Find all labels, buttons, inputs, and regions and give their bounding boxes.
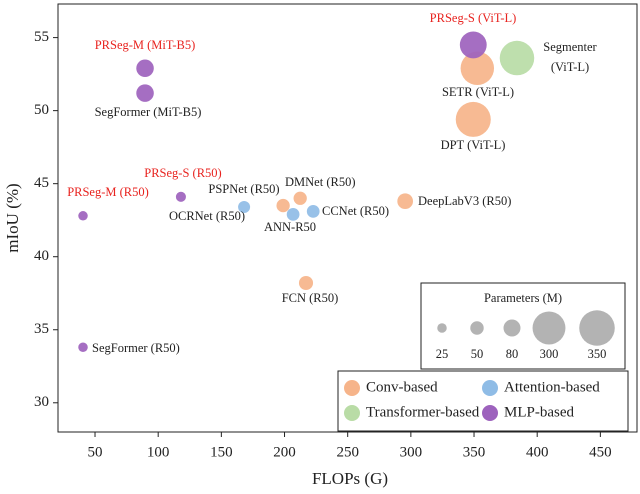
bubble: [499, 40, 535, 76]
x-tick-label: 300: [400, 444, 423, 460]
y-tick-label: 55: [34, 29, 49, 45]
x-tick-label: 400: [526, 444, 549, 460]
point-label: FCN (R50): [282, 291, 339, 305]
x-tick-label: 250: [336, 444, 359, 460]
size-legend-marker: [503, 319, 521, 337]
bubble: [397, 193, 414, 210]
legend-marker: [344, 405, 360, 421]
size-legend-box: [420, 282, 626, 370]
point-label: PSPNet (R50): [208, 182, 279, 196]
size-legend-label: 300: [540, 347, 559, 361]
legend-label: Attention-based: [504, 379, 600, 395]
bubble: [293, 191, 307, 205]
bubble: [459, 31, 487, 59]
size-legend-marker: [437, 323, 447, 333]
bubble: [306, 205, 320, 218]
bubble: [136, 84, 154, 102]
point-label: DPT (ViT-L): [441, 138, 506, 152]
point-label: PRSeg-M (MiT-B5): [95, 38, 196, 52]
x-tick-label: 350: [463, 444, 486, 460]
size-legend-label: 25: [436, 347, 449, 361]
point-label: ANN-R50: [264, 220, 316, 234]
bubble: [78, 211, 88, 221]
point-label: DeepLabV3 (R50): [418, 194, 511, 208]
x-tick-label: 450: [589, 444, 612, 460]
point-label: CCNet (R50): [322, 204, 389, 218]
bubble: [78, 342, 88, 353]
point-label: SegFormer (MiT-B5): [95, 105, 202, 119]
point-label: SegFormer (R50): [92, 341, 180, 355]
size-legend-marker: [579, 310, 615, 346]
y-tick-label: 40: [34, 248, 49, 264]
point-label: SETR (ViT-L): [442, 85, 514, 99]
x-axis-label: FLOPs (G): [312, 469, 388, 488]
y-tick-label: 45: [34, 175, 49, 191]
bubble: [286, 207, 300, 221]
size-legend-marker: [532, 311, 566, 345]
legend-marker: [482, 380, 498, 396]
bubble: [276, 198, 290, 213]
y-tick-label: 35: [34, 321, 49, 337]
point-label: PRSeg-M (R50): [67, 185, 149, 199]
size-legend-label: 80: [506, 347, 519, 361]
point-label: Segmenter: [543, 40, 597, 54]
bubble: [238, 201, 251, 214]
size-legend-marker: [470, 321, 484, 335]
x-tick-label: 100: [147, 444, 170, 460]
size-legend-label: 50: [471, 347, 484, 361]
bubble: [455, 101, 491, 137]
size-legend-title: Parameters (M): [484, 291, 562, 305]
legend-marker: [482, 405, 498, 421]
x-tick-label: 150: [210, 444, 233, 460]
bubble: [460, 51, 495, 85]
legend-label: Conv-based: [366, 379, 438, 395]
point-label: DMNet (R50): [285, 175, 355, 189]
bubble: [298, 275, 314, 291]
legend-marker: [344, 380, 360, 396]
point-label: OCRNet (R50): [169, 209, 245, 223]
legend-box: [337, 370, 629, 432]
bubble: [175, 191, 186, 202]
x-tick-label: 200: [273, 444, 296, 460]
legend-label: MLP-based: [504, 404, 574, 420]
y-tick-label: 50: [34, 102, 49, 118]
x-tick-label: 50: [88, 444, 103, 460]
point-label: (ViT-L): [551, 60, 589, 74]
bubble: [136, 59, 154, 78]
size-legend-label: 350: [588, 347, 607, 361]
point-label: PRSeg-S (ViT-L): [430, 11, 517, 25]
y-tick-label: 30: [34, 394, 49, 410]
y-axis-label: mIoU (%): [3, 183, 22, 252]
point-label: PRSeg-S (R50): [144, 166, 221, 180]
legend-label: Transformer-based: [366, 404, 480, 420]
